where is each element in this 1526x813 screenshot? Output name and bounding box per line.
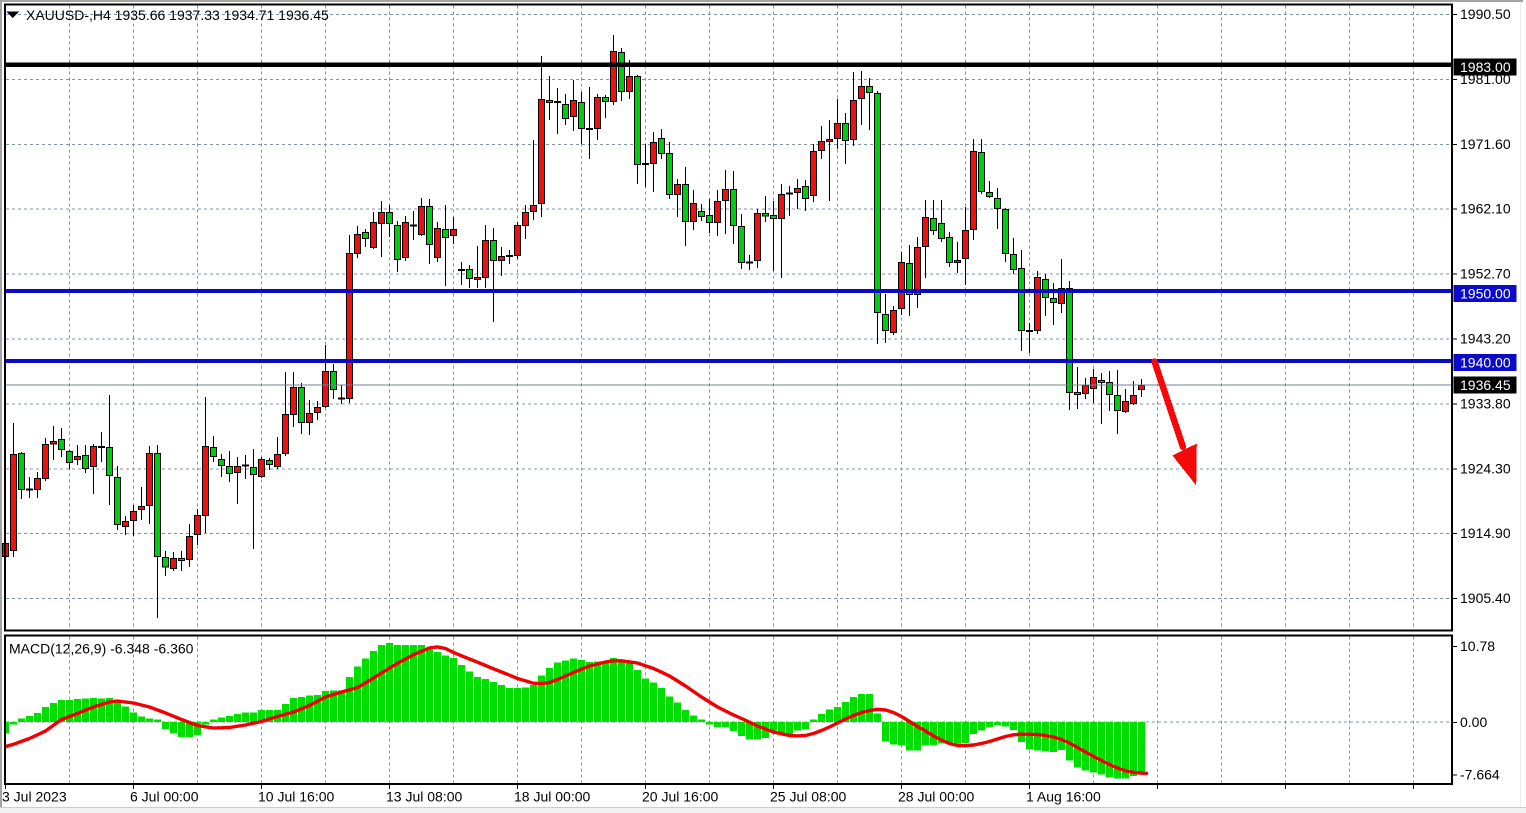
svg-text:10.78: 10.78 (1460, 638, 1495, 654)
svg-text:1981.00: 1981.00 (1460, 71, 1511, 87)
svg-text:1943.20: 1943.20 (1460, 331, 1511, 347)
svg-text:1971.60: 1971.60 (1460, 136, 1511, 152)
svg-text:1 Aug 16:00: 1 Aug 16:00 (1026, 789, 1101, 805)
svg-text:1940.00: 1940.00 (1460, 355, 1511, 371)
svg-text:18 Jul 00:00: 18 Jul 00:00 (514, 789, 590, 805)
svg-text:XAUUSD-,H4 1935.66 1937.33 19: XAUUSD-,H4 1935.66 1937.33 1934.71 1936.… (26, 7, 329, 23)
svg-text:-7.664: -7.664 (1460, 767, 1500, 783)
svg-text:0.00: 0.00 (1460, 714, 1487, 730)
svg-text:1950.00: 1950.00 (1460, 286, 1511, 302)
svg-text:1924.30: 1924.30 (1460, 460, 1511, 476)
svg-text:20 Jul 16:00: 20 Jul 16:00 (642, 789, 718, 805)
svg-text:1962.10: 1962.10 (1460, 201, 1511, 217)
svg-text:28 Jul 00:00: 28 Jul 00:00 (898, 789, 974, 805)
svg-text:13 Jul 08:00: 13 Jul 08:00 (386, 789, 462, 805)
svg-text:1983.00: 1983.00 (1460, 59, 1511, 75)
svg-text:1952.70: 1952.70 (1460, 266, 1511, 282)
svg-text:MACD(12,26,9) -6.348 -6.360: MACD(12,26,9) -6.348 -6.360 (9, 641, 194, 657)
svg-text:1914.90: 1914.90 (1460, 525, 1511, 541)
svg-text:1990.50: 1990.50 (1460, 6, 1511, 22)
svg-text:1936.45: 1936.45 (1460, 377, 1511, 393)
svg-text:25 Jul 08:00: 25 Jul 08:00 (770, 789, 846, 805)
svg-text:3 Jul 2023: 3 Jul 2023 (2, 789, 67, 805)
svg-text:1933.80: 1933.80 (1460, 395, 1511, 411)
svg-text:1905.40: 1905.40 (1460, 590, 1511, 606)
svg-text:10 Jul 16:00: 10 Jul 16:00 (258, 789, 334, 805)
svg-text:6 Jul 00:00: 6 Jul 00:00 (130, 789, 199, 805)
